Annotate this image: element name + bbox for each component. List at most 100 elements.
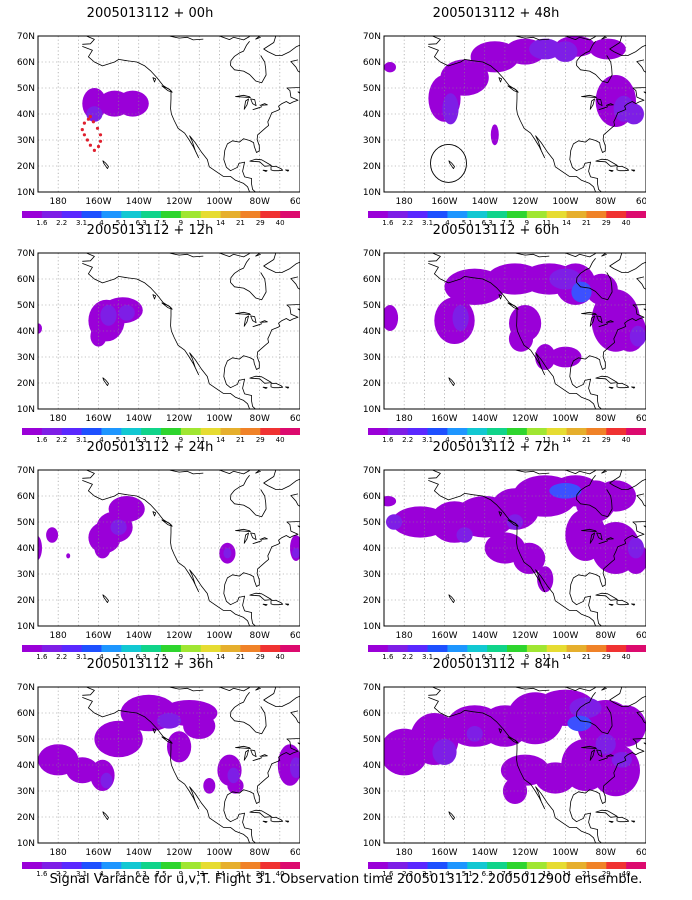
colorbar-swatch bbox=[526, 211, 548, 218]
panel-title: 2005013112 + 60h bbox=[432, 223, 560, 238]
colorbar-swatch bbox=[626, 211, 646, 218]
colorbar-swatch bbox=[180, 211, 202, 218]
colorbar-swatch bbox=[626, 428, 646, 435]
colorbar-label: 29 bbox=[602, 653, 611, 661]
colorbar-swatch bbox=[81, 211, 102, 218]
colorbar-label: 7.5 bbox=[155, 870, 166, 878]
variance-contour bbox=[591, 744, 640, 797]
colorbar-swatch bbox=[141, 862, 162, 869]
colorbar-swatch bbox=[487, 428, 508, 435]
lon-label: 180 bbox=[396, 631, 413, 641]
colorbar-label: 5.1 bbox=[462, 653, 473, 661]
colorbar-label: 7.5 bbox=[501, 870, 512, 878]
colorbar-label: 5.1 bbox=[116, 219, 127, 227]
colorbar-label: 21 bbox=[236, 653, 245, 661]
lon-label: 160W bbox=[431, 848, 457, 858]
map-plot-area bbox=[384, 253, 646, 409]
lat-label: 10N bbox=[363, 405, 381, 415]
panel-title: 2005013112 + 72h bbox=[432, 440, 560, 455]
colorbar-swatch bbox=[586, 645, 607, 652]
colorbar-swatch bbox=[220, 428, 241, 435]
colorbar-swatch bbox=[240, 428, 261, 435]
colorbar-label: 21 bbox=[236, 219, 245, 227]
variance-contour bbox=[440, 59, 489, 96]
colorbar-swatch bbox=[81, 862, 102, 869]
colorbar-swatch bbox=[260, 428, 281, 435]
track-point bbox=[88, 115, 92, 119]
graticule bbox=[384, 253, 646, 409]
colorbar-label: 2.2 bbox=[56, 870, 67, 878]
lon-label: 180 bbox=[50, 414, 67, 424]
colorbar-swatch bbox=[260, 862, 281, 869]
panel-title: 2005013112 + 12h bbox=[86, 223, 214, 238]
colorbar: 1.6 2.2 3.1 4 5.1 6.3 7.5 9 11 14 21 29 40 bbox=[368, 211, 646, 227]
colorbar-swatch bbox=[606, 211, 627, 218]
colorbar-label: 4 bbox=[445, 870, 450, 878]
graticule bbox=[38, 253, 300, 409]
lat-label: 70N bbox=[363, 32, 381, 42]
colorbar-swatch bbox=[447, 428, 468, 435]
lon-label: 140W bbox=[126, 848, 152, 858]
variance-contour bbox=[46, 527, 59, 543]
lat-label: 50N bbox=[363, 518, 381, 528]
colorbar-label: 3.1 bbox=[76, 870, 87, 878]
panel-title: 2005013112 + 84h bbox=[432, 657, 560, 672]
colorbar-label: 6.3 bbox=[482, 436, 493, 444]
coastline bbox=[82, 253, 300, 409]
lat-label: 20N bbox=[363, 813, 381, 823]
colorbar-swatch bbox=[626, 862, 646, 869]
map-canvas: 10N 20N 30N 40N 50N 60N 70N 180 160W 140W 120W 100W… bbox=[17, 32, 300, 227]
panel-title: 2005013112 + 24h bbox=[86, 440, 214, 455]
colorbar-swatch bbox=[220, 211, 241, 218]
lon-label: 120W bbox=[166, 414, 192, 424]
colorbar-swatch bbox=[280, 645, 300, 652]
map-axes: 10N 20N 30N 40N 50N 60N 70N 180 160W 140W 120W 100W… bbox=[17, 249, 300, 424]
colorbar-label: 40 bbox=[622, 870, 631, 878]
variance-contour bbox=[506, 514, 524, 530]
colorbar-label: 9 bbox=[179, 436, 183, 444]
colorbar-swatch bbox=[200, 211, 221, 218]
graticule bbox=[38, 36, 300, 192]
variance-contour bbox=[571, 281, 592, 303]
colorbar-swatch bbox=[22, 211, 43, 218]
colorbar-label: 3.1 bbox=[76, 653, 87, 661]
colorbar-label: 5.1 bbox=[116, 653, 127, 661]
colorbar-swatch bbox=[41, 862, 63, 869]
lat-label: 40N bbox=[17, 544, 35, 554]
colorbar-swatch bbox=[427, 645, 448, 652]
map-frame bbox=[37, 686, 300, 844]
colorbar-swatch bbox=[507, 862, 528, 869]
lon-label: 60W bbox=[290, 414, 300, 424]
lon-label: 180 bbox=[396, 197, 413, 207]
colorbar-swatch bbox=[546, 211, 567, 218]
colorbar-label: 3.1 bbox=[422, 870, 433, 878]
colorbar-swatch bbox=[180, 428, 202, 435]
colorbar-swatch bbox=[61, 211, 82, 218]
colorbar-label: 1.6 bbox=[382, 870, 394, 878]
lon-label: 100W bbox=[552, 848, 578, 858]
colorbar-swatch bbox=[280, 862, 300, 869]
lon-label: 180 bbox=[396, 848, 413, 858]
lat-label: 60N bbox=[17, 275, 35, 285]
colorbar-swatch bbox=[467, 428, 488, 435]
figure-caption: Signal Variance for u,v,T. Flight 31. Ob… bbox=[49, 872, 643, 887]
graticule bbox=[384, 36, 646, 192]
colorbar-label: 3.1 bbox=[76, 436, 87, 444]
colorbar-label: 2.2 bbox=[402, 219, 413, 227]
colorbar-label: 5.1 bbox=[462, 436, 473, 444]
lon-label: 140W bbox=[472, 848, 498, 858]
lat-label: 50N bbox=[363, 84, 381, 94]
lat-label: 30N bbox=[17, 136, 35, 146]
lat-label: 50N bbox=[17, 735, 35, 745]
colorbar-label: 9 bbox=[179, 870, 183, 878]
colorbar-swatch bbox=[526, 645, 548, 652]
colorbar-swatch bbox=[368, 862, 389, 869]
colorbar-label: 7.5 bbox=[501, 653, 512, 661]
coastline bbox=[428, 253, 646, 409]
lon-label: 120W bbox=[166, 848, 192, 858]
lat-label: 40N bbox=[363, 327, 381, 337]
colorbar-swatch bbox=[407, 428, 428, 435]
colorbar-label: 4 bbox=[99, 219, 104, 227]
lat-label: 30N bbox=[17, 570, 35, 580]
variance-field bbox=[38, 297, 143, 347]
